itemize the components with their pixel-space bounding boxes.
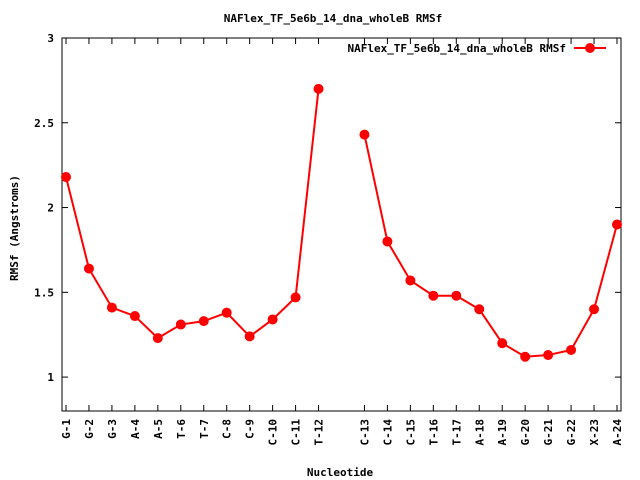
- y-tick-label: 2: [47, 202, 54, 215]
- x-tick-label: A-4: [129, 419, 142, 439]
- x-tick-label: X-23: [588, 419, 601, 446]
- chart-title: NAFlex_TF_5e6b_14_dna_wholeB RMSf: [224, 12, 443, 25]
- x-tick-label: T-16: [427, 419, 440, 446]
- x-tick-label: T-7: [198, 419, 211, 439]
- x-tick-label: C-9: [244, 419, 257, 439]
- data-point: [451, 290, 462, 301]
- x-tick-label: C-14: [381, 419, 394, 446]
- x-tick-label: C-13: [358, 419, 371, 446]
- data-point: [290, 292, 301, 303]
- x-tick-label: C-8: [221, 419, 234, 439]
- y-tick-label: 1: [47, 371, 54, 384]
- series-line: [65, 88, 320, 340]
- x-tick-label: C-11: [290, 419, 303, 446]
- x-tick-label: C-15: [404, 419, 417, 446]
- x-tick-label: A-19: [496, 419, 509, 446]
- x-axis-label: Nucleotide: [307, 466, 374, 479]
- x-tick-label: A-5: [152, 419, 165, 439]
- data-point: [221, 307, 232, 318]
- data-point: [497, 338, 508, 349]
- x-tick-label: G-22: [565, 419, 578, 446]
- x-tick-label: T-12: [313, 419, 326, 446]
- data-point: [198, 316, 209, 327]
- data-point: [175, 319, 186, 330]
- x-tick-label: A-24: [611, 419, 624, 446]
- data-point: [520, 351, 531, 362]
- x-tick-label: T-6: [175, 419, 188, 439]
- y-tick-label: 1.5: [34, 286, 54, 299]
- data-point: [61, 172, 71, 183]
- x-tick-label: T-17: [450, 419, 463, 446]
- data-point: [428, 290, 439, 301]
- y-tick-label: 2.5: [34, 117, 54, 130]
- x-tick-label: G-20: [519, 419, 532, 446]
- x-tick-label: G-21: [542, 419, 555, 446]
- legend-marker: [585, 43, 595, 53]
- data-point: [359, 129, 370, 140]
- legend-label: NAFlex_TF_5e6b_14_dna_wholeB RMSf: [347, 42, 566, 55]
- legend: NAFlex_TF_5e6b_14_dna_wholeB RMSf: [347, 42, 606, 55]
- x-tick-label: C-10: [267, 419, 280, 446]
- data-point: [566, 344, 577, 355]
- x-axis: G-1 G-2 G-3 A-4 A-5 T-6 T-7 C-8 C-9 C-10 C-11 T-12 C…: [60, 38, 624, 446]
- y-tick-label: 3: [47, 32, 54, 45]
- data-point: [83, 263, 94, 274]
- data-point: [244, 331, 255, 342]
- data-point: [152, 333, 163, 344]
- data-point: [382, 236, 393, 247]
- data-point: [612, 219, 622, 230]
- x-tick-label: G-1: [60, 419, 73, 439]
- data-point: [267, 314, 278, 325]
- x-tick-label: A-18: [473, 419, 486, 446]
- data-point: [106, 302, 117, 313]
- x-tick-label: G-3: [106, 419, 119, 439]
- y-axis-label: RMSf (Angstroms): [8, 175, 21, 281]
- data-point: [313, 83, 324, 94]
- series-layer: [61, 83, 622, 362]
- y-axis: 1 1.5 2 2.5 3: [34, 32, 621, 384]
- series-line: [363, 134, 618, 358]
- data-point: [543, 350, 554, 361]
- data-point: [474, 304, 485, 315]
- data-point: [589, 304, 600, 315]
- data-point: [129, 311, 140, 322]
- x-tick-label: G-2: [83, 419, 96, 439]
- data-point: [405, 275, 416, 286]
